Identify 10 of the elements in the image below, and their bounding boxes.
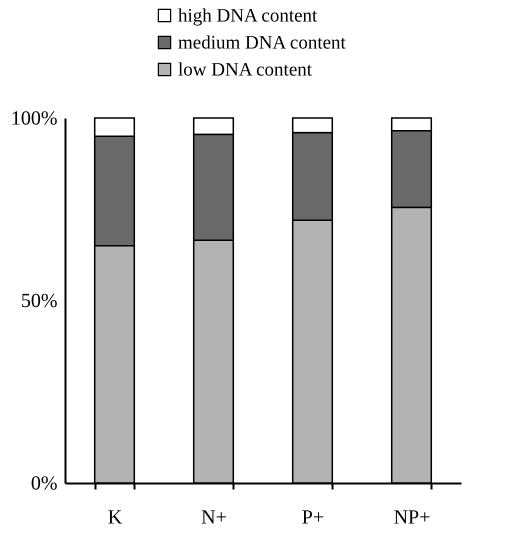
x-tick-label: N+ bbox=[201, 506, 227, 528]
x-tick-label: NP+ bbox=[394, 506, 430, 528]
y-tick-label: 100% bbox=[10, 108, 58, 130]
legend-label: low DNA content bbox=[178, 60, 313, 80]
y-tick-label: 50% bbox=[20, 290, 58, 312]
legend-label: high DNA content bbox=[178, 6, 318, 26]
y-tick-label: 0% bbox=[30, 472, 58, 494]
x-tick-label: K bbox=[108, 506, 123, 528]
x-tick-label: P+ bbox=[302, 506, 324, 528]
legend-label: medium DNA content bbox=[178, 32, 347, 54]
